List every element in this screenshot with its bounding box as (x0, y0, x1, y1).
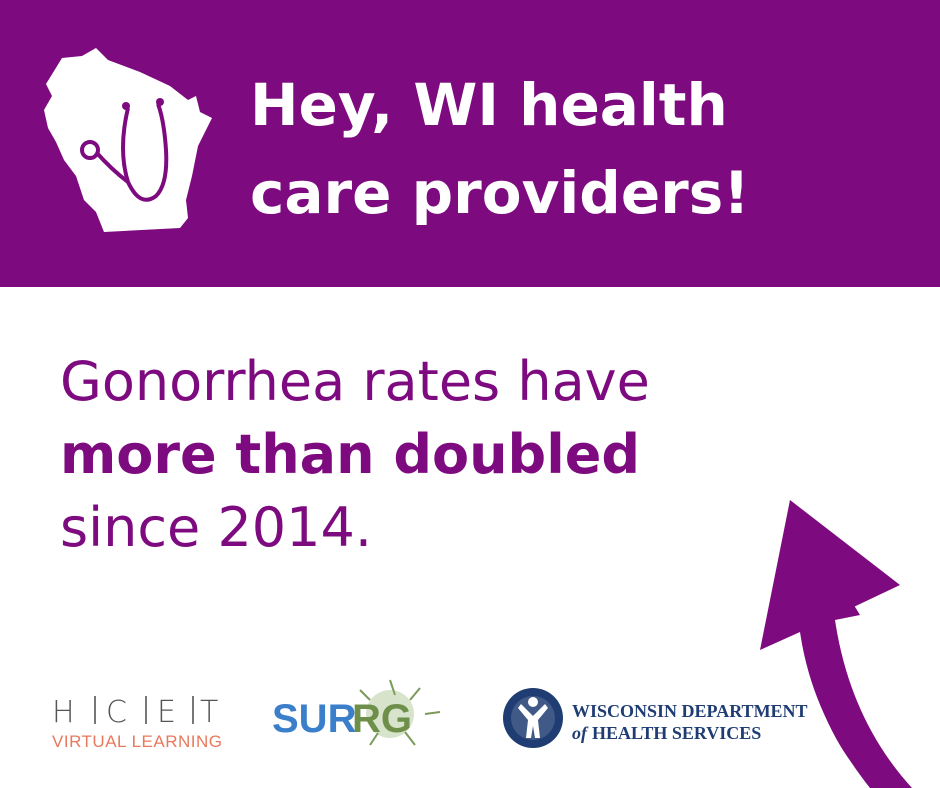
hcet-letter: C (106, 695, 127, 730)
surrg-part: RG (352, 697, 412, 741)
title-line: care providers! (250, 159, 750, 227)
surrg-part: SUR (272, 697, 357, 741)
dhs-prefix: of (572, 723, 589, 743)
hcet-logo: H C E T VIRTUAL LEARNING (52, 695, 222, 751)
arrow-body (760, 500, 900, 788)
dhs-line: HEALTH SERVICES (592, 723, 761, 743)
hcet-letter: T (200, 695, 218, 730)
wisconsin-icon (44, 48, 212, 232)
message-line: since 2014. (60, 496, 372, 559)
message-line: Gonorrhea rates have (60, 350, 650, 413)
hcet-letter: E (157, 695, 176, 730)
message-line-bold: more than doubled (60, 423, 640, 486)
title-line: Hey, WI health (250, 71, 728, 139)
hcet-letter: H (52, 695, 75, 730)
surrg-logo: SUR RG (272, 679, 441, 746)
dhs-line: WISCONSIN DEPARTMENT (572, 701, 808, 721)
hcet-subtitle: VIRTUAL LEARNING (52, 732, 222, 751)
dhs-logo: WISCONSIN DEPARTMENT of HEALTH SERVICES (503, 688, 808, 748)
